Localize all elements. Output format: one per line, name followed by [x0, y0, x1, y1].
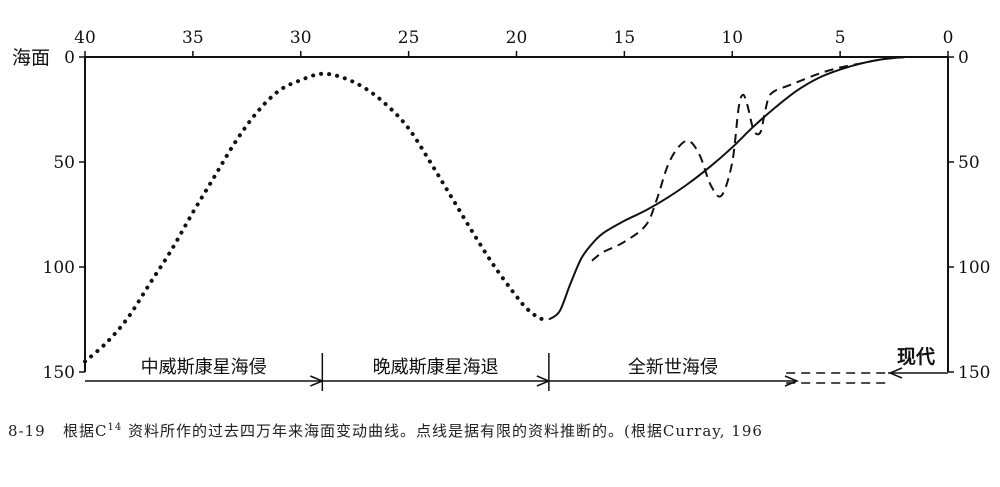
x-tick-label: 20: [506, 28, 528, 48]
x-tick-label: 0: [943, 28, 954, 48]
series-line-dotted: [83, 71, 551, 364]
series-line-dashed: [591, 56, 905, 262]
caption-text-before: 根据C: [63, 422, 108, 440]
x-tick-label: 35: [182, 28, 204, 48]
period-label: 全新世海侵: [628, 357, 718, 378]
caption-text-after: 资料所作的过去四万年来海面变动曲线。点线是据有限的资料推断的。(根据Curray…: [128, 422, 763, 440]
x-tick-label: 25: [398, 28, 420, 48]
present-arrowhead: [888, 367, 903, 379]
present-label: 现代: [897, 346, 935, 368]
figure-caption: 8-19 根据C14 资料所作的过去四万年来海面变动曲线。点线是据有限的资料推断…: [8, 420, 998, 441]
period-label: 晚威斯康星海退: [373, 357, 499, 378]
caption-number: 8-19: [8, 422, 46, 440]
y-tick-label-left: 100: [43, 258, 75, 278]
y-tick-label-left: 150: [43, 363, 75, 383]
x-tick-label: 5: [835, 28, 846, 48]
x-tick-label: 15: [614, 28, 636, 48]
y-axis-label: 海面: [12, 47, 50, 69]
plot-frame: [84, 56, 949, 372]
x-tick-label: 40: [74, 28, 96, 48]
y-tick-label-left: 0: [64, 48, 75, 68]
y-tick-label-right: 100: [958, 258, 990, 278]
y-tick-label-right: 150: [958, 363, 990, 383]
period-arrowhead: [784, 375, 799, 387]
y-tick-label-right: 0: [958, 48, 969, 68]
caption-superscript: 14: [107, 422, 123, 433]
period-label: 中威斯康星海侵: [141, 357, 267, 378]
x-tick-label: 10: [721, 28, 743, 48]
x-tick-label: 30: [290, 28, 312, 48]
period-arrows: 中威斯康星海侵 晚威斯康星海退 全新世海侵: [85, 353, 948, 391]
y-tick-label-left: 50: [53, 153, 75, 173]
y-tick-label-right: 50: [958, 153, 980, 173]
series-line-solid: [548, 56, 905, 321]
series-lines: [83, 56, 905, 364]
